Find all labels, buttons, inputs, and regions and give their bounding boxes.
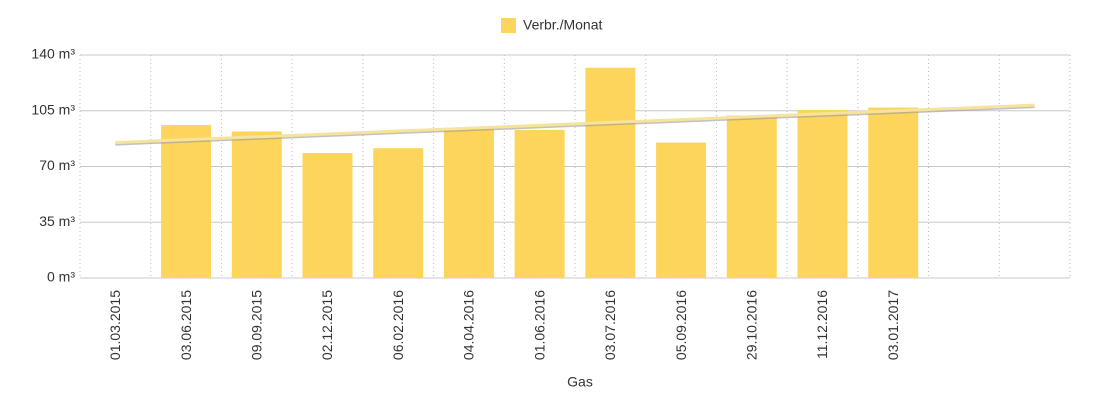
y-tick-label: 0 m³ xyxy=(47,269,75,285)
trend-line-shadow xyxy=(115,106,1035,146)
x-tick-label: 04.04.2016 xyxy=(461,290,477,360)
legend-label: Verbr./Monat xyxy=(523,17,602,33)
bar xyxy=(514,129,565,278)
bar xyxy=(797,109,848,278)
x-tick-label: 02.12.2015 xyxy=(319,290,335,360)
bar xyxy=(585,67,636,278)
y-tick-label: 70 m³ xyxy=(39,157,75,173)
y-tick-label: 140 m³ xyxy=(31,46,75,62)
trend-line xyxy=(115,103,1035,145)
x-axis-title: Gas xyxy=(567,374,593,390)
bar xyxy=(443,128,494,278)
bar xyxy=(161,125,212,278)
y-tick-label: 105 m³ xyxy=(31,101,75,117)
x-tick-label: 09.09.2015 xyxy=(248,290,264,360)
x-tick-label: 01.06.2016 xyxy=(531,290,547,360)
x-tick-label: 01.03.2015 xyxy=(107,290,123,360)
bar xyxy=(302,152,353,278)
y-tick-label: 35 m³ xyxy=(39,213,75,229)
legend-swatch xyxy=(501,18,516,33)
x-tick-label: 06.02.2016 xyxy=(390,290,406,360)
x-tick-label: 03.01.2017 xyxy=(885,290,901,360)
x-tick-label: 29.10.2016 xyxy=(743,290,759,360)
x-tick-label: 05.09.2016 xyxy=(673,290,689,360)
bar xyxy=(231,131,282,278)
x-tick-label: 03.06.2015 xyxy=(178,290,194,360)
bar xyxy=(868,107,919,278)
bar xyxy=(656,142,707,278)
x-tick-label: 03.07.2016 xyxy=(602,290,618,360)
bar xyxy=(726,115,777,279)
x-tick-label: 11.12.2016 xyxy=(814,290,830,359)
bar xyxy=(373,148,424,278)
